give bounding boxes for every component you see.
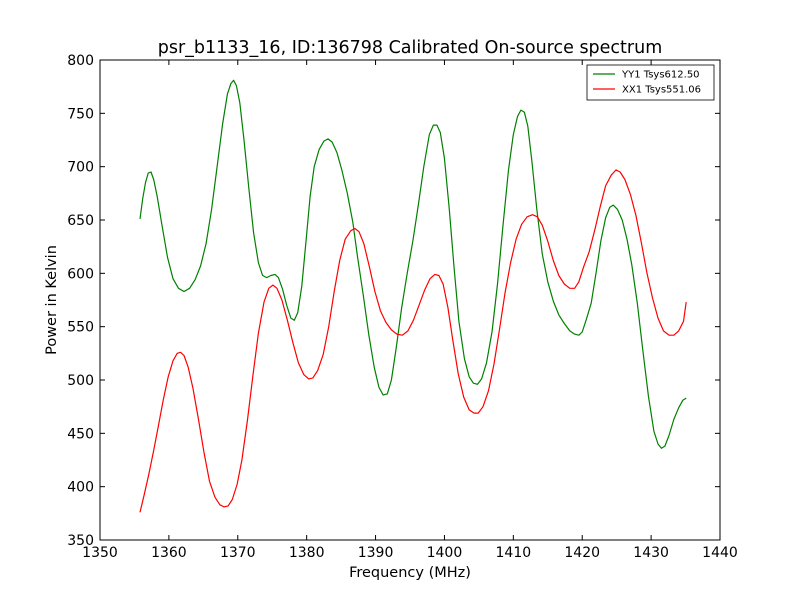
series-line-yy1 [139,79,687,449]
x-tick-label: 1360 [151,545,187,561]
x-tick-label: 1370 [220,545,256,561]
x-tick-label: 1380 [289,545,325,561]
y-tick-label: 700 [67,160,94,176]
tick-layer: 1350 1360 1370 1380 1390 1400 1410 1420 1430 1440… [67,53,738,561]
x-tick-label: 1400 [427,545,463,561]
y-tick-label: 450 [67,426,94,442]
chart-title: psr_b1133_16, ID:136798 Calibrated On-so… [158,38,663,58]
plot-area [100,60,720,540]
x-tick-label: 1410 [496,545,532,561]
y-tick-label: 600 [67,266,94,282]
legend-label-yy1: YY1 Tsys612.50 [621,70,700,81]
y-tick-label: 500 [67,373,94,389]
y-tick-label: 750 [67,106,94,122]
legend-label-xx1: XX1 Tsys551.06 [622,85,701,96]
legend-box [586,64,715,101]
x-tick-label: 1440 [702,545,738,561]
y-tick-label: 350 [67,533,94,549]
x-tick-label: 1430 [633,545,669,561]
y-axis-label: Power in Kelvin [44,245,60,355]
series-layer [139,79,687,513]
plot-frame [99,59,721,541]
x-tick-label: 1350 [82,545,118,561]
y-tick-label: 800 [67,53,94,69]
x-tick-label: 1420 [564,545,600,561]
series-line-xx1 [139,169,687,513]
y-tick-label: 400 [67,480,94,496]
y-tick-label: 550 [67,320,94,336]
legend: YY1 Tsys612.50 XX1 Tsys551.06 [586,64,715,101]
y-tick-label: 650 [67,213,94,229]
x-tick-label: 1390 [358,545,394,561]
x-axis-label: Frequency (MHz) [349,565,471,581]
